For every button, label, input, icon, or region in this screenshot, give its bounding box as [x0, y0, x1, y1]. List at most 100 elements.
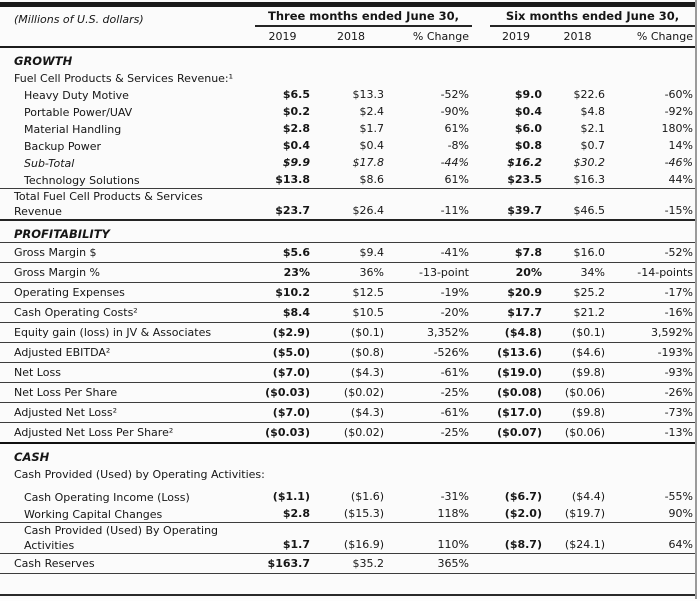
column-gap — [472, 570, 490, 571]
cell-value: ($9.8) — [571, 406, 605, 419]
cell-value: $6.0 — [514, 122, 542, 135]
row-label: Adjusted Net Loss² — [14, 406, 117, 419]
cell-value: ($13.6) — [497, 346, 542, 359]
column-gap — [472, 299, 490, 300]
table-header-groups: (Millions of U.S. dollars) Three months … — [0, 7, 695, 27]
cell-value: ($0.07) — [497, 426, 542, 439]
cell-value: ($7.0) — [272, 406, 310, 419]
cell-value: ($24.1) — [564, 538, 605, 551]
cell-value: $6.5 — [282, 88, 310, 101]
cell-value: $2.1 — [580, 122, 606, 135]
table-row: Material Handling $2.8 $1.7 61% $6.0 $2.1 180% — [0, 120, 695, 137]
table-section-row: Fuel Cell Products & Services Revenue:¹ — [0, 69, 695, 86]
cell-value: $10.2 — [275, 286, 310, 299]
table-row: Technology Solutions $13.8 $8.6 61% $23.5 $16… — [0, 171, 695, 189]
row-label: Net Loss — [14, 366, 61, 379]
table-row: Total Fuel Cell Products & Services Reve… — [0, 189, 695, 221]
table-section-row: PROFITABILITY — [0, 221, 695, 243]
cell-value: 36% — [359, 266, 384, 279]
table-subheader-row: 2019 2018 % Change 2019 2018 % Change — [0, 27, 695, 48]
row-label: Fuel Cell Products & Services Revenue:¹ — [14, 72, 234, 85]
cell-value: ($4.3) — [350, 366, 384, 379]
column-header-2019-q2: 2019 — [268, 30, 297, 43]
table-section-row: Cash Provided (Used) by Operating Activi… — [0, 465, 695, 482]
cell-value: ($0.03) — [265, 386, 310, 399]
cell-value: -25% — [440, 386, 469, 399]
cell-value: 64% — [668, 538, 693, 551]
cell-value: ($16.9) — [343, 538, 384, 551]
column-header-2019-h1: 2019 — [502, 30, 530, 43]
table-row: Cash Operating Income (Loss) ($1.1) ($1.6)… — [0, 488, 695, 505]
column-gap — [472, 187, 490, 188]
column-header-pct-change-h1: % Change — [636, 30, 693, 43]
cell-value: -13-point — [419, 266, 469, 279]
column-gap — [472, 379, 490, 380]
cell-value: 61% — [444, 122, 469, 135]
table-section-row: GROWTH — [0, 48, 695, 69]
cell-value: $0.2 — [282, 105, 310, 118]
cell-value: -11% — [440, 204, 469, 217]
cell-value: ($19.0) — [497, 366, 542, 379]
cell-value: -73% — [664, 406, 693, 419]
cell-value: ($1.1) — [272, 490, 310, 503]
table-row: Heavy Duty Motive $6.5 $13.3 -52% $9.0 $22.6 -… — [0, 86, 695, 103]
cell-value: $23.7 — [275, 204, 310, 217]
cell-value: $35.2 — [352, 557, 385, 570]
cell-value: -55% — [664, 490, 693, 503]
table-row: Net Loss ($7.0) ($4.3) -61% ($19.0) ($9.8) -93… — [0, 363, 695, 383]
cell-value: $20.9 — [507, 286, 542, 299]
row-label: Adjusted EBITDA² — [14, 346, 111, 359]
table-row: Cash Operating Costs² $8.4 $10.5 -20% $17.7 $… — [0, 303, 695, 323]
row-label: Technology Solutions — [24, 174, 140, 187]
cell-value: $0.4 — [514, 105, 542, 118]
cell-value: -93% — [664, 366, 693, 379]
cell-value: -52% — [664, 246, 693, 259]
cell-value: -526% — [433, 346, 469, 359]
column-header-2018-h1: 2018 — [563, 30, 592, 43]
cell-value: -52% — [440, 88, 469, 101]
cell-value: $46.5 — [573, 204, 606, 217]
cell-value: $9.4 — [359, 246, 385, 259]
column-gap — [472, 259, 490, 260]
column-header-2018-q2: 2018 — [337, 30, 365, 43]
cell-value: $9.9 — [282, 156, 310, 169]
column-group-six-months: Six months ended June 30, — [490, 8, 695, 27]
cell-value: $39.7 — [507, 204, 542, 217]
column-gap — [472, 339, 490, 340]
row-label: Adjusted Net Loss Per Share² — [14, 426, 174, 439]
cell-value: $22.6 — [573, 88, 606, 101]
column-gap — [472, 102, 490, 103]
column-gap — [472, 504, 490, 505]
cell-value: $9.0 — [514, 88, 542, 101]
row-label: Gross Margin % — [14, 266, 101, 279]
column-group-three-months: Three months ended June 30, — [255, 8, 472, 27]
row-label: Working Capital Changes — [24, 508, 163, 521]
column-gap — [472, 521, 490, 522]
cell-value: ($15.3) — [343, 507, 384, 520]
cell-value: $2.8 — [282, 122, 310, 135]
cell-value: ($0.02) — [343, 426, 384, 439]
cell-value: ($0.03) — [265, 426, 310, 439]
cell-value: 3,592% — [651, 326, 693, 339]
cell-value: $4.8 — [580, 105, 606, 118]
cell-value: $23.5 — [507, 173, 542, 186]
cell-value — [550, 570, 612, 571]
cell-value: $21.2 — [573, 306, 606, 319]
cell-value: ($0.1) — [350, 326, 384, 339]
row-label: Gross Margin $ — [14, 246, 97, 259]
table-top-border — [0, 2, 695, 7]
row-label: Equity gain (loss) in JV & Associates — [14, 326, 212, 339]
cell-value: ($5.0) — [272, 346, 310, 359]
cell-value: ($4.4) — [571, 490, 605, 503]
cell-value: $26.4 — [352, 204, 385, 217]
cell-value: $0.7 — [580, 139, 606, 152]
table-section-row: CASH — [0, 444, 695, 465]
cell-value: -13% — [664, 426, 693, 439]
table-row: Gross Margin $ $5.6 $9.4 -41% $7.8 $16.0 -52% — [0, 243, 695, 263]
cell-value: -19% — [440, 286, 469, 299]
cell-value: $5.6 — [282, 246, 310, 259]
column-gap — [472, 419, 490, 420]
cell-value: ($4.8) — [504, 326, 542, 339]
cell-value: ($0.02) — [343, 386, 384, 399]
cell-value: $8.6 — [359, 173, 385, 186]
